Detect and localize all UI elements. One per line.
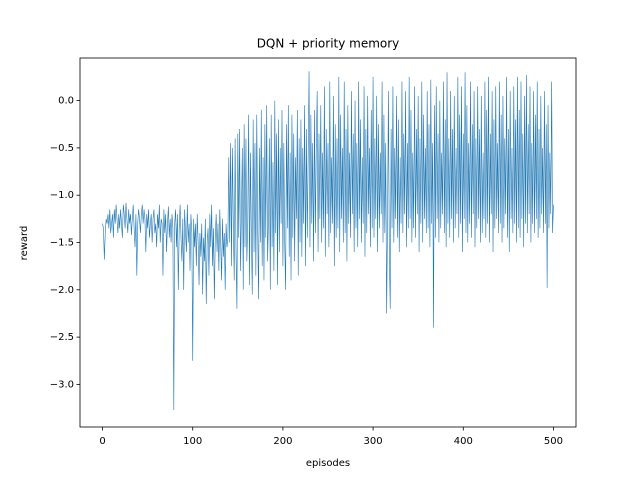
y-tick-label: −1.0: [50, 190, 74, 201]
x-tick-label: 400: [454, 436, 473, 447]
x-tick-label: 500: [544, 436, 563, 447]
x-tick-label: 0: [99, 436, 105, 447]
y-tick-label: −2.5: [50, 332, 74, 343]
y-tick-label: −1.5: [50, 238, 74, 249]
y-tick-label: 0.0: [58, 96, 74, 107]
y-tick-label: −3.0: [50, 379, 74, 390]
x-axis-label: episodes: [306, 458, 350, 469]
y-tick-label: −0.5: [50, 143, 74, 154]
y-axis-label: reward: [19, 226, 30, 261]
plot-frame: [79, 57, 577, 428]
x-tick-label: 200: [273, 436, 292, 447]
y-tick-label: −2.0: [50, 285, 74, 296]
chart-title: DQN + priority memory: [257, 37, 400, 51]
x-tick-label: 100: [183, 436, 202, 447]
x-tick-label: 300: [364, 436, 383, 447]
data-line: [102, 71, 554, 410]
